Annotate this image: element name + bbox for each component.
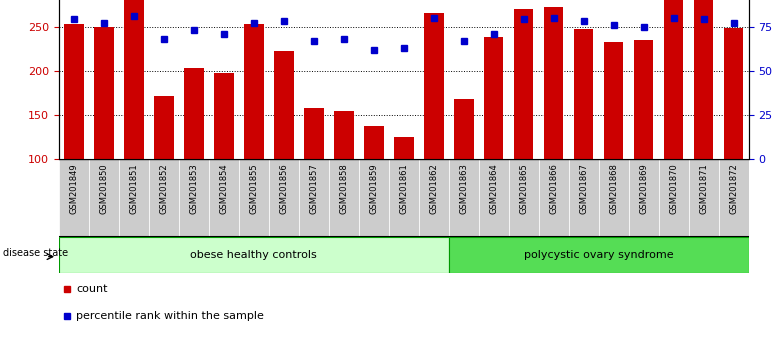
Text: GSM201852: GSM201852 — [159, 163, 169, 214]
Bar — [509, 159, 539, 237]
Bar — [724, 28, 743, 159]
Text: count: count — [76, 284, 107, 295]
Text: polycystic ovary syndrome: polycystic ovary syndrome — [524, 250, 673, 260]
Bar — [119, 159, 149, 237]
Text: GSM201850: GSM201850 — [100, 163, 108, 214]
Text: GSM201855: GSM201855 — [249, 163, 258, 214]
Bar — [239, 159, 269, 237]
Bar — [484, 37, 503, 159]
Text: disease state: disease state — [3, 248, 68, 258]
Text: obese healthy controls: obese healthy controls — [191, 250, 318, 260]
Bar — [448, 159, 479, 237]
Bar — [244, 24, 263, 159]
Text: GSM201853: GSM201853 — [189, 163, 198, 214]
Bar — [209, 159, 239, 237]
Bar — [334, 110, 354, 159]
Text: GSM201856: GSM201856 — [279, 163, 289, 214]
Bar — [184, 68, 204, 159]
Text: GSM201861: GSM201861 — [399, 163, 408, 214]
Bar — [179, 159, 209, 237]
Bar — [59, 237, 448, 273]
Bar — [154, 96, 173, 159]
Text: GSM201862: GSM201862 — [430, 163, 438, 214]
Bar — [394, 137, 413, 159]
Text: GSM201867: GSM201867 — [579, 163, 588, 214]
Bar — [454, 99, 474, 159]
Bar — [304, 108, 324, 159]
Bar — [124, 0, 143, 159]
Text: GSM201857: GSM201857 — [309, 163, 318, 214]
Text: GSM201858: GSM201858 — [339, 163, 348, 214]
Bar — [389, 159, 419, 237]
Bar — [544, 7, 564, 159]
Bar — [59, 159, 89, 237]
Bar — [719, 159, 749, 237]
Bar — [424, 13, 444, 159]
Bar — [448, 237, 749, 273]
Text: percentile rank within the sample: percentile rank within the sample — [76, 311, 264, 321]
Bar — [149, 159, 179, 237]
Bar — [214, 73, 234, 159]
Text: GSM201863: GSM201863 — [459, 163, 468, 214]
Text: GSM201870: GSM201870 — [670, 163, 678, 214]
Bar — [328, 159, 359, 237]
Bar — [269, 159, 299, 237]
Bar — [599, 159, 629, 237]
Bar — [634, 40, 654, 159]
Bar — [568, 159, 599, 237]
Bar — [688, 159, 719, 237]
Bar — [64, 24, 84, 159]
Bar — [364, 126, 383, 159]
Text: GSM201866: GSM201866 — [550, 163, 558, 214]
Text: GSM201871: GSM201871 — [699, 163, 708, 214]
Bar — [539, 159, 568, 237]
Text: GSM201872: GSM201872 — [729, 163, 739, 214]
Bar — [94, 27, 114, 159]
Bar — [359, 159, 389, 237]
Bar — [479, 159, 509, 237]
Bar — [694, 0, 713, 159]
Text: GSM201864: GSM201864 — [489, 163, 499, 214]
Bar — [664, 0, 684, 159]
Bar — [629, 159, 659, 237]
Bar — [419, 159, 448, 237]
Text: GSM201854: GSM201854 — [220, 163, 228, 214]
Bar — [299, 159, 328, 237]
Bar — [574, 29, 593, 159]
Bar — [274, 51, 293, 159]
Bar — [89, 159, 119, 237]
Bar — [514, 9, 533, 159]
Text: GSM201859: GSM201859 — [369, 163, 378, 214]
Bar — [659, 159, 688, 237]
Text: GSM201869: GSM201869 — [639, 163, 648, 214]
Text: GSM201851: GSM201851 — [129, 163, 138, 214]
Bar — [604, 42, 623, 159]
Text: GSM201865: GSM201865 — [519, 163, 528, 214]
Text: GSM201868: GSM201868 — [609, 163, 619, 214]
Text: GSM201849: GSM201849 — [69, 163, 78, 214]
